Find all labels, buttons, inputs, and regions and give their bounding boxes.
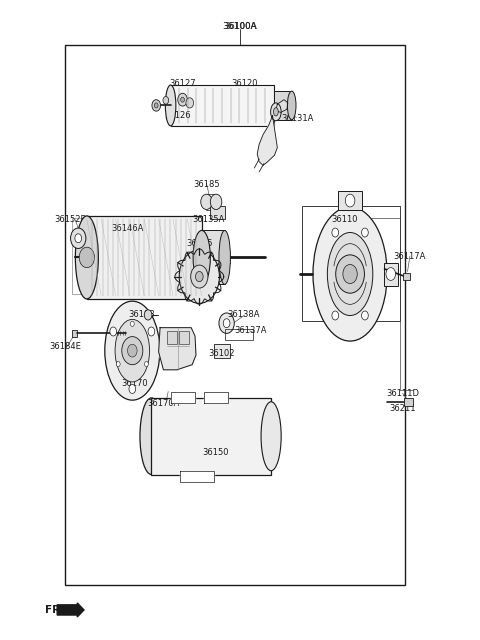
FancyArrow shape [57,603,84,617]
Bar [403,273,410,280]
Bar [210,206,225,219]
Polygon shape [158,328,196,370]
Circle shape [386,268,396,280]
Bar [87,216,202,299]
Bar [384,262,398,285]
Bar [214,344,230,358]
Bar [167,332,177,344]
Polygon shape [204,392,228,403]
Text: 36135A: 36135A [192,214,225,223]
Bar [225,329,253,340]
Circle shape [155,103,158,108]
Ellipse shape [261,402,281,470]
Text: 36100A: 36100A [223,22,257,31]
Bar [338,191,362,210]
Circle shape [210,194,222,209]
Bar [65,45,405,585]
Text: 36211: 36211 [389,404,416,413]
Text: 36170: 36170 [121,380,148,388]
Text: 36170A: 36170A [147,399,180,408]
Text: 36145: 36145 [186,239,213,248]
Circle shape [79,247,95,268]
Circle shape [195,271,203,282]
Circle shape [122,337,143,365]
Text: 36126: 36126 [165,111,191,120]
Circle shape [336,255,364,293]
Text: 36185: 36185 [193,180,220,189]
Circle shape [178,93,187,106]
Text: 36152B: 36152B [54,214,86,223]
Ellipse shape [288,91,296,120]
Text: 36183: 36183 [129,310,155,319]
Text: 36110: 36110 [331,214,358,223]
Circle shape [186,98,193,108]
Ellipse shape [313,207,387,341]
Circle shape [180,97,184,102]
Circle shape [361,311,368,320]
Polygon shape [257,116,277,166]
Text: 36138A: 36138A [228,310,260,319]
Ellipse shape [105,301,160,400]
Bar [302,206,400,321]
Bar [72,218,129,294]
Circle shape [75,234,82,243]
Polygon shape [180,471,214,482]
Text: 36111D: 36111D [386,389,419,398]
Circle shape [361,228,368,237]
Text: 36120: 36120 [231,79,258,88]
Text: 36100A: 36100A [224,22,256,31]
Text: 36146A: 36146A [111,224,144,233]
Circle shape [148,327,155,336]
Text: 36150: 36150 [202,448,228,457]
Bar [404,398,413,406]
Circle shape [110,327,117,336]
Circle shape [129,385,136,394]
Ellipse shape [193,230,210,284]
Ellipse shape [274,108,278,116]
Circle shape [332,311,338,320]
Ellipse shape [271,103,281,121]
Ellipse shape [165,85,176,126]
Circle shape [179,250,219,303]
Circle shape [332,228,338,237]
Text: 36131A: 36131A [281,115,313,124]
Circle shape [345,194,355,207]
Polygon shape [170,392,194,403]
Ellipse shape [140,398,163,474]
Bar [72,330,77,337]
Ellipse shape [219,230,230,284]
Circle shape [131,321,134,326]
Circle shape [163,97,168,104]
Circle shape [71,228,86,248]
Polygon shape [276,100,288,113]
Circle shape [219,313,234,333]
Circle shape [343,264,357,284]
Text: 36117A: 36117A [394,252,426,260]
Bar [152,398,271,474]
Circle shape [116,362,120,367]
Bar [179,332,189,344]
Bar [274,91,292,120]
Circle shape [223,319,230,328]
Ellipse shape [327,232,373,316]
Circle shape [128,344,137,357]
Circle shape [201,194,212,209]
Ellipse shape [115,319,150,382]
Text: 36184E: 36184E [49,342,81,351]
Text: 36137A: 36137A [234,326,267,335]
Circle shape [144,362,148,367]
Text: FR.: FR. [45,605,64,615]
Bar [202,230,225,284]
Circle shape [144,310,152,320]
Text: 36102: 36102 [209,349,235,358]
Ellipse shape [75,216,98,299]
Circle shape [152,100,160,111]
Text: 36127: 36127 [169,79,196,88]
Circle shape [191,265,208,288]
Bar [170,85,274,126]
